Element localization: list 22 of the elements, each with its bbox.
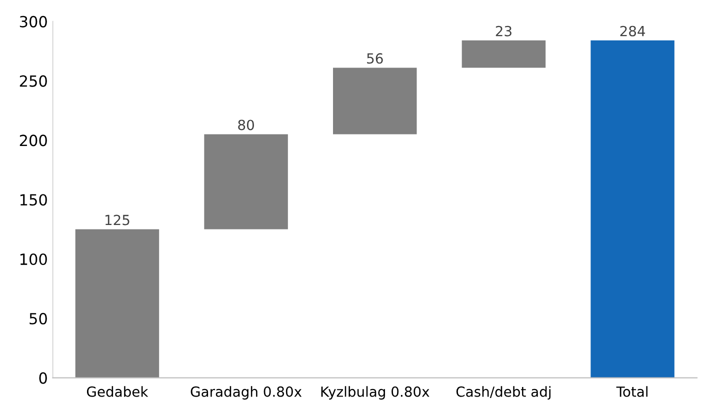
data-label: 23 — [496, 26, 512, 36]
y-tick-label: 250 — [20, 75, 47, 87]
x-tick-label: Total — [616, 386, 648, 397]
y-tick-label: 0 — [39, 372, 47, 384]
y-tick-label: 50 — [30, 312, 47, 324]
bar — [333, 68, 417, 134]
bar — [204, 134, 288, 230]
data-label: 56 — [367, 53, 383, 64]
y-tick-label: 300 — [20, 16, 47, 28]
y-tick-label: 200 — [20, 134, 47, 146]
x-tick-label: Cash/debt adj — [456, 386, 550, 400]
y-tick-label: 150 — [20, 194, 47, 206]
data-label: 125 — [105, 214, 130, 226]
data-label: 80 — [238, 120, 254, 130]
x-tick-label: Gedabek — [86, 386, 148, 397]
x-tick-label: Garadagh 0.80x — [190, 386, 302, 400]
y-tick-label: 100 — [20, 253, 47, 266]
data-label: 284 — [620, 26, 646, 36]
bar — [462, 40, 546, 68]
bar — [75, 229, 160, 378]
bar — [590, 40, 674, 378]
x-tick-label: Kyzlbulag 0.80x — [321, 386, 430, 400]
